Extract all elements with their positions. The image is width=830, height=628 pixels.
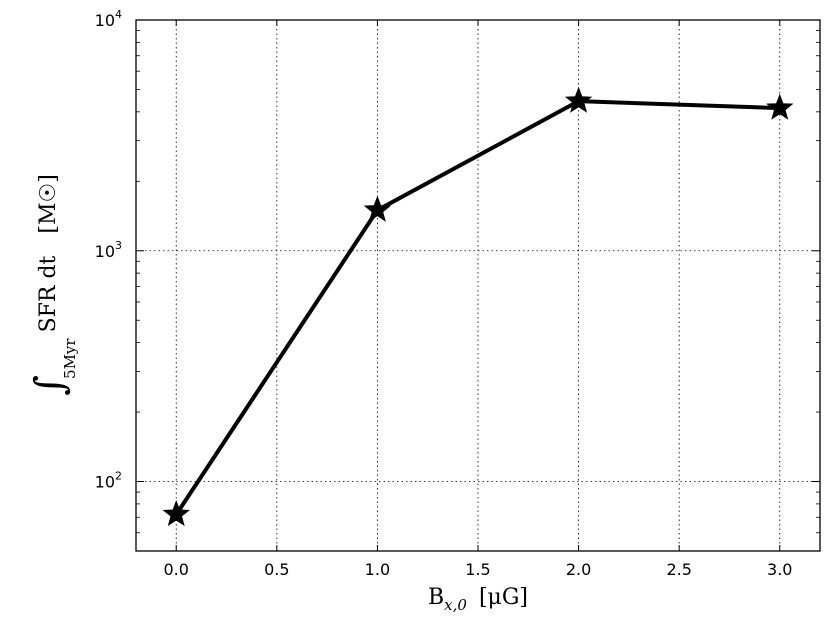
plot-frame bbox=[135, 19, 821, 552]
y-tick-label: 104 bbox=[95, 8, 122, 30]
y-axis-label-integral: ∫ bbox=[27, 375, 73, 396]
y-axis-label: ∫5MyrSFR dt [M☉] bbox=[27, 174, 79, 396]
grid bbox=[136, 20, 820, 551]
y-tick-label: 102 bbox=[95, 470, 122, 492]
x-tick-label: 1.0 bbox=[365, 560, 390, 579]
y-axis-label-unit: [M☉] bbox=[36, 174, 61, 233]
series-line bbox=[174, 99, 780, 516]
y-tick-label-exp: 2 bbox=[115, 470, 122, 483]
data-point-star bbox=[162, 500, 190, 527]
x-tick-label: 2.5 bbox=[666, 560, 691, 579]
x-tick-label: 3.0 bbox=[767, 560, 792, 579]
data-point-star bbox=[766, 93, 794, 120]
x-tick-label: 1.5 bbox=[465, 560, 490, 579]
x-tick-label: 2.0 bbox=[566, 560, 591, 579]
y-axis-label-main: SFR dt bbox=[36, 255, 61, 332]
y-tick-label-exp: 3 bbox=[115, 239, 122, 252]
x-axis-label-sub: x,0 bbox=[444, 596, 467, 614]
y-tick-label-exp: 4 bbox=[115, 8, 122, 21]
x-axis-label-main: B bbox=[428, 585, 444, 610]
data-point-star bbox=[363, 195, 392, 222]
y-tick-label-base: 10 bbox=[95, 11, 115, 30]
y-tick-label-base: 10 bbox=[95, 473, 115, 492]
x-tick-label: 0.5 bbox=[264, 560, 289, 579]
series-layer bbox=[162, 86, 794, 527]
x-tick-label: 0.0 bbox=[164, 560, 189, 579]
x-axis-label: Bx,0 [μG] bbox=[428, 585, 528, 614]
y-tick-label: 103 bbox=[95, 239, 122, 261]
data-point-star bbox=[564, 86, 593, 113]
y-axis-label-sub: 5Myr bbox=[61, 338, 79, 379]
y-tick-label-base: 10 bbox=[95, 242, 115, 261]
x-axis: 0.0 0.5 1.0 1.5 2.0 2.5 3.0 bbox=[164, 20, 792, 579]
x-axis-label-unit: [μG] bbox=[479, 585, 528, 610]
